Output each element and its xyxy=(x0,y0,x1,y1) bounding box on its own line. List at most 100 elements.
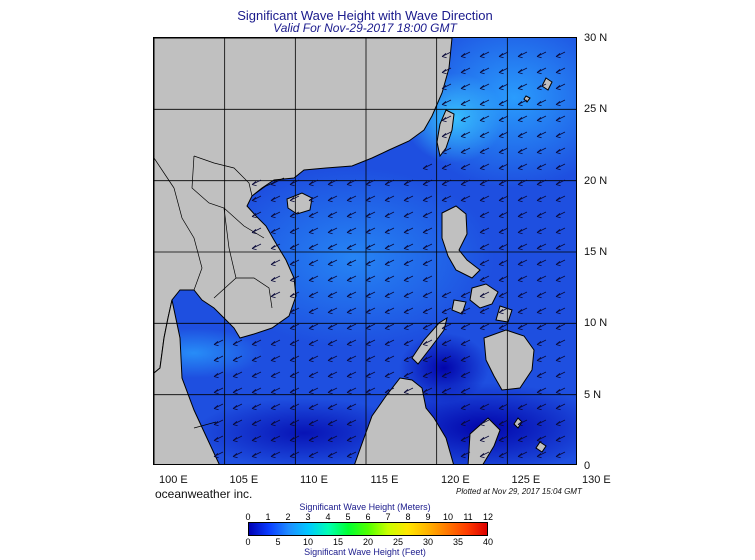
wave-arrow xyxy=(536,179,547,187)
wave-arrow xyxy=(327,259,338,267)
wave-arrow xyxy=(460,323,471,331)
wave-arrow xyxy=(270,435,281,443)
wave-arrow xyxy=(384,339,395,347)
wave-arrow xyxy=(555,371,566,379)
wave-arrow xyxy=(479,163,490,171)
legend-meters-tick: 7 xyxy=(385,512,391,522)
wave-arrow xyxy=(403,307,414,315)
wave-arrow xyxy=(555,227,566,235)
wave-direction-arrows xyxy=(213,51,566,459)
wave-arrow xyxy=(346,355,357,363)
wave-arrow xyxy=(441,83,452,91)
wave-arrow xyxy=(498,115,509,123)
wave-arrow xyxy=(479,323,490,331)
wave-arrow xyxy=(403,371,414,379)
wave-arrow xyxy=(555,179,566,187)
wave-arrow xyxy=(536,275,547,283)
wave-arrow xyxy=(536,307,547,315)
wave-arrow xyxy=(289,275,300,283)
wave-arrow xyxy=(536,67,547,75)
wave-arrow xyxy=(308,403,319,411)
wave-arrow xyxy=(384,195,395,203)
wave-arrow xyxy=(327,291,338,299)
wave-arrow xyxy=(536,195,547,203)
wave-arrow xyxy=(384,371,395,379)
wave-arrow xyxy=(289,179,300,187)
wave-arrow xyxy=(536,387,547,395)
wave-arrow xyxy=(213,419,224,427)
wave-arrow xyxy=(517,195,528,203)
wave-arrow xyxy=(517,179,528,187)
wave-arrow xyxy=(308,387,319,395)
wave-arrow xyxy=(498,307,509,315)
wave-arrow xyxy=(346,451,357,459)
wave-arrow xyxy=(346,403,357,411)
wave-arrow xyxy=(479,419,490,427)
wave-arrow xyxy=(517,131,528,139)
wave-arrow xyxy=(460,163,471,171)
wave-arrow xyxy=(517,307,528,315)
wave-arrow xyxy=(517,243,528,251)
wave-arrow xyxy=(555,451,566,459)
wave-arrow xyxy=(308,355,319,363)
wave-arrow xyxy=(555,323,566,331)
wave-arrow xyxy=(327,339,338,347)
wave-arrow xyxy=(232,403,243,411)
wave-arrow xyxy=(346,227,357,235)
wave-arrow xyxy=(498,51,509,59)
wave-arrow xyxy=(270,195,281,203)
wave-arrow xyxy=(365,323,376,331)
legend-feet-tick: 0 xyxy=(245,537,251,547)
wave-arrow xyxy=(384,243,395,251)
wave-arrow xyxy=(327,227,338,235)
legend-feet-tick: 15 xyxy=(332,537,344,547)
wave-arrow xyxy=(517,403,528,411)
wave-arrow xyxy=(327,243,338,251)
wave-arrow xyxy=(346,275,357,283)
wave-arrow xyxy=(460,355,471,363)
wave-arrow xyxy=(517,435,528,443)
wave-arrow xyxy=(232,435,243,443)
malay-peninsula xyxy=(154,299,220,464)
legend-feet-tick: 20 xyxy=(362,537,374,547)
wave-arrow xyxy=(555,387,566,395)
wave-arrow xyxy=(422,339,433,347)
legend-meters-tick: 12 xyxy=(482,512,494,522)
wave-arrow xyxy=(536,259,547,267)
wave-arrow xyxy=(327,403,338,411)
wave-arrow xyxy=(308,451,319,459)
latitude-label: 15 N xyxy=(584,245,608,258)
wave-arrow xyxy=(498,163,509,171)
legend-meters-tick: 9 xyxy=(425,512,431,522)
wave-arrow xyxy=(365,387,376,395)
wave-arrow xyxy=(536,323,547,331)
wave-arrow xyxy=(460,291,471,299)
wave-arrow xyxy=(346,419,357,427)
wave-arrow xyxy=(403,259,414,267)
wave-arrow xyxy=(460,131,471,139)
wave-arrow xyxy=(460,307,471,315)
wave-arrow xyxy=(498,195,509,203)
wave-arrow xyxy=(365,275,376,283)
wave-arrow xyxy=(289,339,300,347)
wave-arrow xyxy=(327,211,338,219)
wave-arrow xyxy=(555,307,566,315)
wave-arrow xyxy=(289,195,300,203)
wave-arrow xyxy=(251,451,262,459)
wave-arrow xyxy=(498,275,509,283)
legend-feet-tick: 30 xyxy=(422,537,434,547)
longitude-label: 130 E xyxy=(582,474,611,486)
wave-arrow xyxy=(289,387,300,395)
wave-arrow xyxy=(555,339,566,347)
wave-arrow xyxy=(498,227,509,235)
wave-arrow xyxy=(289,243,300,251)
wave-arrow xyxy=(441,115,452,123)
wave-height-map xyxy=(153,37,577,465)
wave-arrow xyxy=(479,131,490,139)
wave-arrow xyxy=(422,387,433,395)
wave-arrow xyxy=(422,275,433,283)
wave-arrow xyxy=(270,403,281,411)
wave-arrow xyxy=(308,291,319,299)
legend-meters-tick: 1 xyxy=(265,512,271,522)
wave-arrow xyxy=(479,451,490,459)
